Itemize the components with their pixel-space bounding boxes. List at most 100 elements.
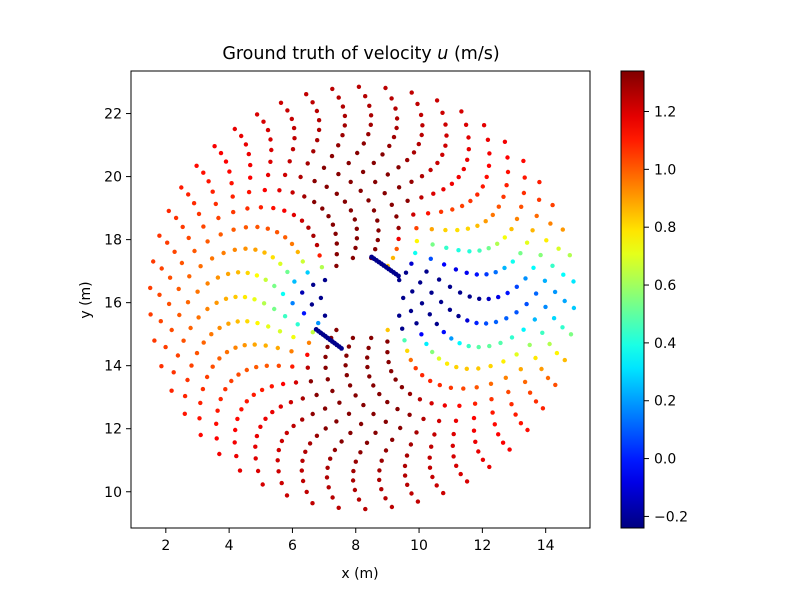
scatter-point [179, 260, 185, 266]
scatter-point [276, 363, 281, 368]
scatter-point [493, 319, 499, 325]
scatter-point [556, 246, 561, 251]
scatter-point [248, 162, 253, 168]
scatter-point [356, 497, 362, 502]
scatter-point [246, 189, 252, 195]
scatter-point [322, 406, 328, 411]
scatter-point [501, 194, 506, 199]
scatter-point [436, 356, 442, 361]
x-tick-label: 4 [225, 538, 234, 554]
scatter-point [231, 209, 236, 215]
scatter-point [291, 125, 297, 131]
scatter-point [176, 286, 181, 292]
scatter-point [159, 266, 164, 271]
scatter-point [420, 123, 425, 128]
scatter-point [373, 430, 378, 435]
scatter-point [530, 228, 535, 233]
scatter-point [459, 203, 465, 209]
scatter-point [405, 348, 410, 353]
scatter-point [496, 294, 501, 300]
scatter-point [300, 290, 305, 295]
scatter-point [322, 313, 328, 318]
title-suffix: (m/s) [448, 44, 499, 64]
scatter-point [486, 246, 491, 251]
colorbar-tick-label: 0.0 [654, 452, 676, 468]
scatter-point [346, 160, 351, 166]
scatter-point [186, 192, 191, 197]
scatter-point [365, 355, 370, 360]
scatter-point [350, 255, 356, 261]
scatter-point [474, 272, 479, 277]
scatter-point [453, 418, 459, 423]
scatter-point [413, 250, 418, 256]
scatter-point [560, 227, 565, 232]
scatter-point [502, 139, 508, 144]
scatter-point [255, 320, 260, 326]
scatter-point [274, 230, 280, 235]
scatter-point [243, 142, 249, 147]
scatter-point [346, 411, 352, 416]
scatter-point [400, 326, 405, 331]
scatter-point [350, 335, 356, 341]
scatter-point [188, 325, 193, 331]
scatter-point [268, 137, 273, 142]
scatter-point [279, 480, 284, 486]
scatter-point [187, 274, 192, 279]
scatter-point [525, 427, 530, 433]
scatter-point [510, 259, 515, 264]
scatter-point [513, 412, 518, 417]
scatter-point [394, 116, 400, 121]
scatter-point [223, 387, 228, 392]
scatter-point [414, 430, 419, 435]
scatter-point [245, 206, 250, 211]
scatter-point [507, 447, 512, 452]
scatter-point [182, 393, 188, 399]
y-tick-label: 16 [104, 296, 122, 312]
scatter-point [334, 263, 339, 269]
scatter-point [430, 474, 435, 480]
scatter-point [514, 216, 520, 222]
scatter-point [441, 187, 446, 192]
scatter-point [383, 419, 388, 424]
scatter-point [514, 310, 519, 315]
scatter-point [231, 227, 236, 232]
scatter-point [416, 141, 421, 147]
scatter-point [397, 277, 402, 283]
scatter-point [415, 101, 420, 107]
scatter-point [324, 475, 330, 480]
scatter-point [280, 381, 286, 387]
scatter-point [402, 463, 408, 469]
scatter-point [347, 383, 353, 388]
scatter-point [377, 468, 382, 473]
scatter-point [323, 426, 328, 431]
scatter-point [239, 407, 244, 412]
scatter-point [438, 299, 444, 305]
scatter-point [342, 123, 347, 128]
scatter-point [318, 295, 324, 301]
scatter-point [396, 236, 401, 242]
scatter-point [334, 419, 339, 424]
scatter-point [430, 349, 435, 355]
scatter-point [496, 432, 501, 437]
scatter-point [292, 136, 297, 141]
scatter-point [485, 137, 491, 142]
scatter-point [411, 150, 417, 155]
scatter-point [205, 239, 210, 244]
scatter-point [363, 506, 368, 512]
scatter-point [428, 256, 433, 261]
scatter-point [458, 471, 463, 477]
colorbar-tick-label: −0.2 [654, 509, 688, 525]
scatter-point [236, 372, 241, 377]
scatter-point [444, 133, 449, 138]
scatter-point [350, 478, 356, 483]
plate-point [339, 346, 344, 351]
scatter-point [553, 382, 558, 388]
scatter-point [215, 275, 221, 280]
scatter-point [251, 392, 256, 397]
scatter-point [476, 366, 481, 371]
scatter-point [551, 316, 557, 321]
scatter-point [316, 320, 321, 326]
scatter-point [465, 226, 471, 231]
scatter-point [280, 291, 286, 297]
scatter-point [533, 355, 538, 361]
